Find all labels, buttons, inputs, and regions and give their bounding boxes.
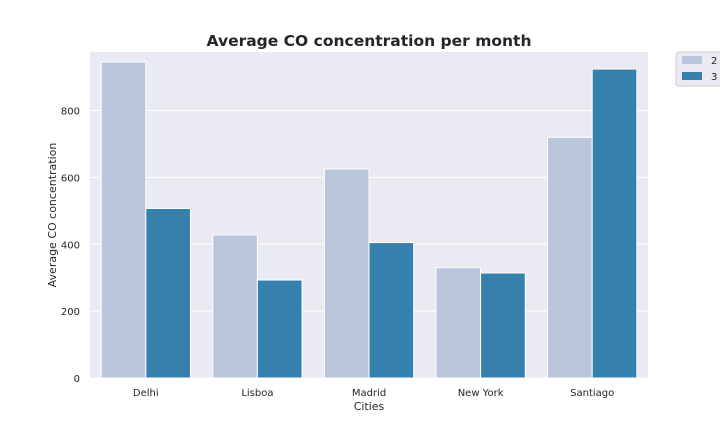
bar-madrid-series-3 bbox=[368, 242, 415, 379]
legend-label-series-1: 2 bbox=[711, 56, 717, 67]
y-tick-label: 400 bbox=[61, 240, 80, 251]
y-tick-label: 0 bbox=[74, 374, 80, 385]
y-axis-ticks: 0 200 400 600 800 bbox=[61, 107, 80, 385]
x-tick-label: Lisboa bbox=[241, 388, 273, 399]
x-axis-ticks: Delhi Lisboa Madrid New York Santiago bbox=[133, 388, 614, 399]
bars bbox=[100, 61, 638, 379]
bar-lisboa-series-2 bbox=[212, 234, 258, 379]
x-tick-label: Madrid bbox=[352, 388, 386, 399]
x-tick-label: Santiago bbox=[570, 388, 614, 399]
x-tick-label: Delhi bbox=[133, 388, 159, 399]
bar-delhi-series-3 bbox=[145, 207, 191, 379]
bar-santiago-series-3 bbox=[591, 68, 638, 379]
legend-label-series-2: 3 bbox=[711, 72, 717, 83]
y-axis-label: Average CO concentration bbox=[46, 143, 59, 288]
bar-delhi-series-2 bbox=[100, 61, 147, 379]
y-tick-label: 200 bbox=[61, 307, 80, 318]
bar-madrid-series-2 bbox=[323, 168, 370, 379]
legend-swatch-series-1 bbox=[682, 56, 702, 64]
bar-new-york-series-3 bbox=[480, 272, 526, 379]
y-tick-label: 600 bbox=[61, 173, 80, 184]
x-tick-label: New York bbox=[458, 388, 504, 399]
chart-title: Average CO concentration per month bbox=[207, 32, 532, 50]
bar-lisboa-series-3 bbox=[256, 279, 303, 379]
bar-new-york-series-2 bbox=[435, 267, 482, 379]
x-axis-label: Cities bbox=[354, 400, 385, 413]
legend-swatch-series-2 bbox=[682, 72, 702, 80]
y-tick-label: 800 bbox=[61, 107, 80, 118]
legend: 2 3 bbox=[675, 51, 720, 87]
bar-santiago-series-2 bbox=[547, 136, 593, 379]
